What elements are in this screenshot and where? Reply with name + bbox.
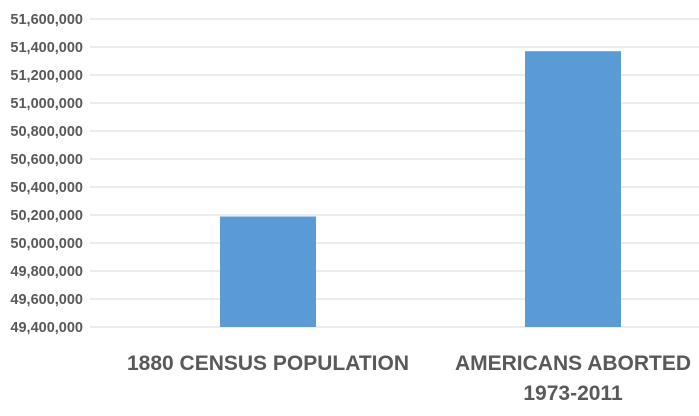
y-tick-label: 51,600,000 [10, 12, 83, 28]
y-tick-label: 50,200,000 [10, 208, 83, 224]
y-tick-label: 49,600,000 [10, 292, 83, 308]
y-tick-label: 50,400,000 [10, 180, 83, 196]
x-category-label: 1880 CENSUS POPULATION [127, 352, 409, 375]
x-category-label: AMERICANS ABORTED [455, 352, 691, 375]
y-tick-label: 51,400,000 [10, 40, 83, 56]
y-tick-label: 49,400,000 [10, 320, 83, 336]
y-axis-ticks: 49,400,000 49,600,000 49,800,000 50,000,000… [10, 12, 83, 336]
bar [525, 51, 621, 327]
y-tick-label: 50,000,000 [10, 236, 83, 252]
y-tick-label: 50,800,000 [10, 124, 83, 140]
y-tick-label: 51,000,000 [10, 96, 83, 112]
y-tick-label: 51,200,000 [10, 68, 83, 84]
x-category-label: 1973-2011 [523, 382, 623, 405]
bar [220, 216, 316, 327]
bars [220, 51, 621, 327]
y-tick-label: 49,800,000 [10, 264, 83, 280]
x-axis-categories: 1880 CENSUS POPULATION AMERICANS ABORTED 1… [127, 352, 691, 405]
y-tick-label: 50,600,000 [10, 152, 83, 168]
